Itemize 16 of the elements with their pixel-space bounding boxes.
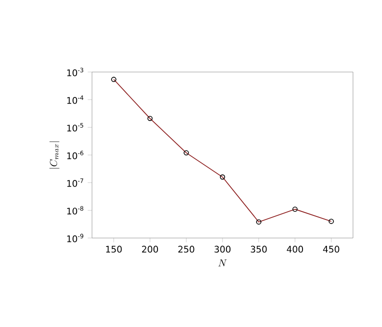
x-tick-label: 300 [214,246,230,253]
y-tick-label: 10$^{-5}$ [67,123,84,132]
x-tick-label: 250 [178,246,194,253]
x-tick-label: 350 [250,246,267,253]
x-tick-label: 150 [106,246,122,253]
y-tick-label: 10$^{-9}$ [67,234,84,242]
x-axis-title: $N$ [218,259,227,266]
x-tick-label: 450 [323,246,340,253]
y-tick-label: 10$^{-7}$ [67,178,84,187]
y-tick-label: 10$^{-4}$ [67,96,84,104]
y-tick-label: 10$^{-6}$ [67,150,84,160]
y-axis-title: $\left|C_{max}\right|$ [49,142,60,168]
y-tick-label: 10$^{-8}$ [67,206,84,215]
x-tick-label: 200 [142,246,158,253]
y-tick-label: 10$^{-3}$ [67,68,84,76]
x-tick-label: 400 [286,246,303,253]
